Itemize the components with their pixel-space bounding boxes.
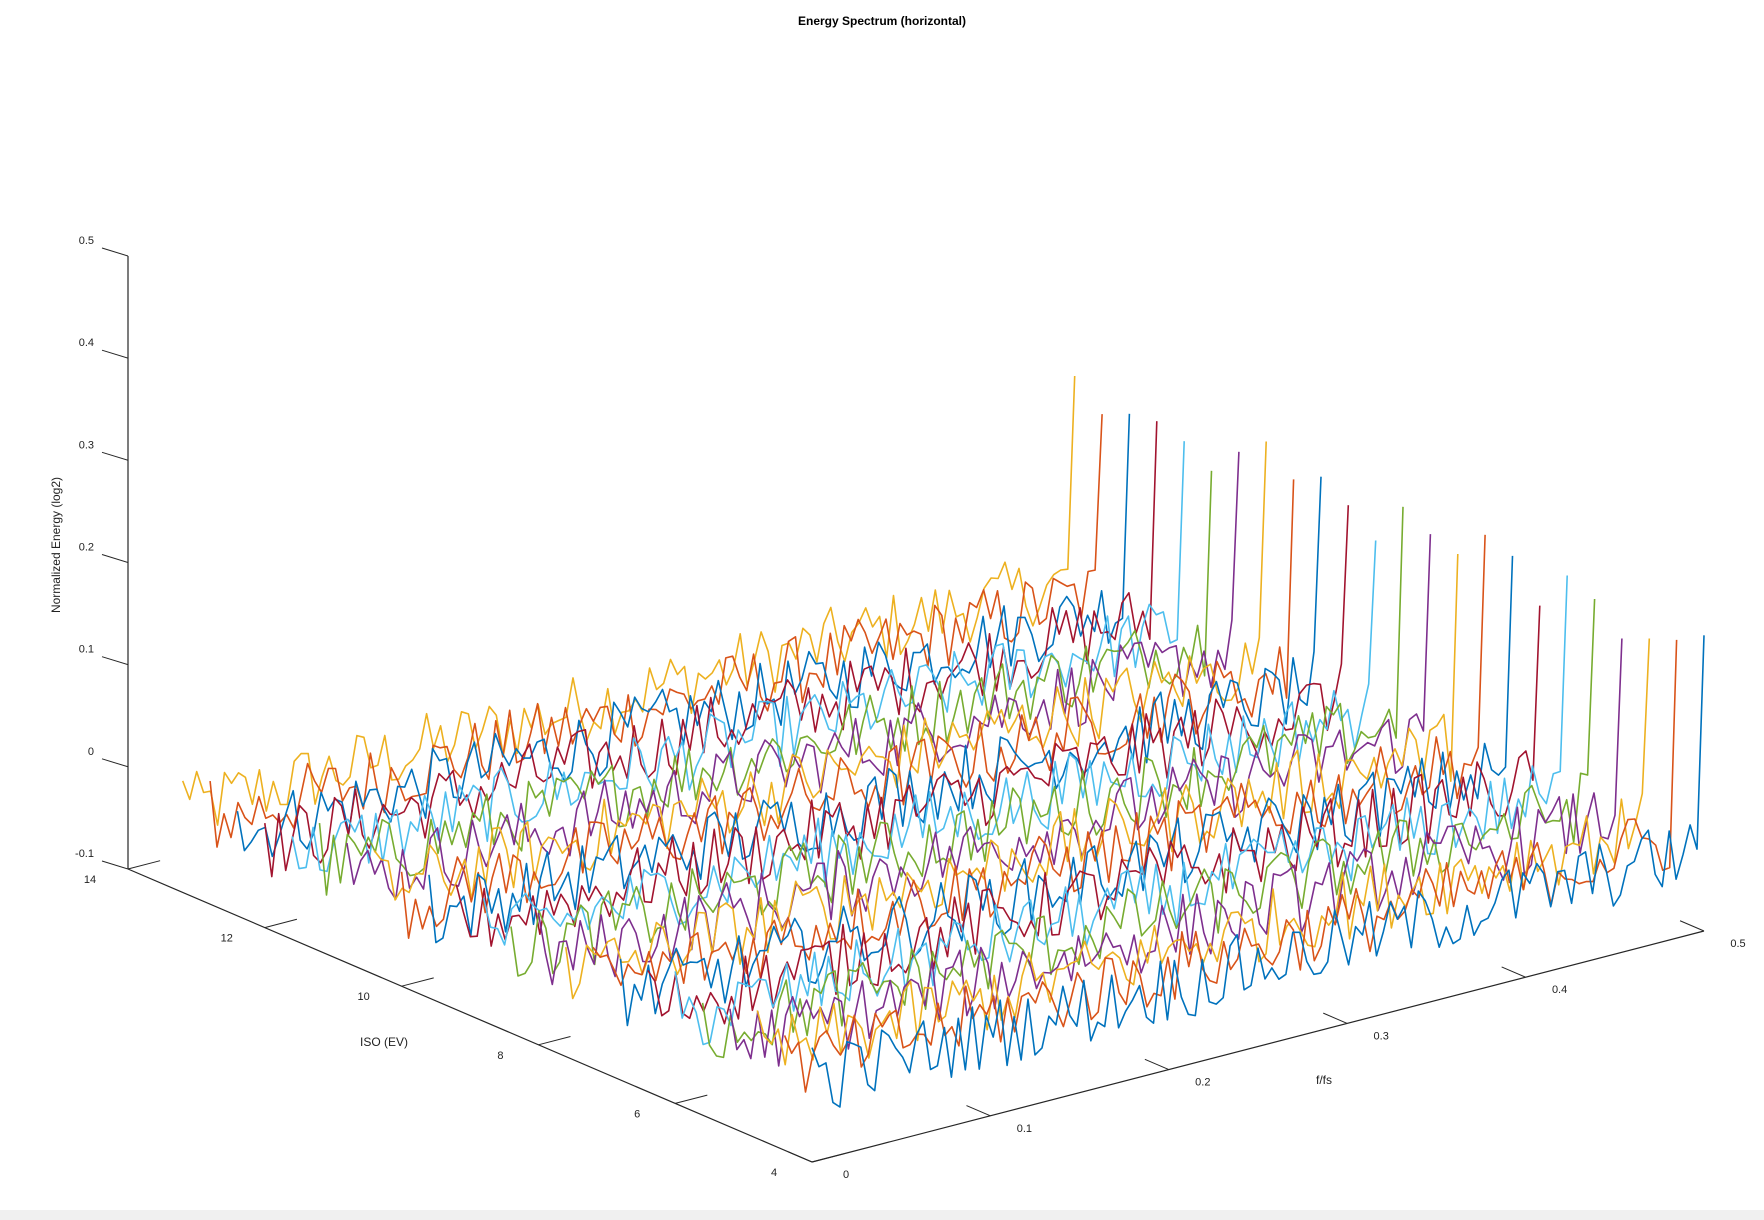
x-tick-label: 0.3: [1374, 1030, 1389, 1042]
z-tick: [101, 247, 129, 257]
y-tick: [675, 1094, 708, 1104]
x-tick-label: 0.2: [1195, 1077, 1210, 1089]
z-tick: [101, 554, 129, 563]
z-tick: [101, 758, 129, 768]
x-tick: [1501, 966, 1526, 978]
z-tick-label: 0.4: [79, 337, 94, 349]
x-tick: [787, 1151, 813, 1163]
axes: 0 0.1 0.2 0.3 0.4 0.5 4 6 8 10 12 14 -0.1 0 0.1 0.2 0.3 0…: [75, 235, 1746, 1181]
z-tick-label: 0: [88, 746, 94, 758]
z-tick: [101, 349, 129, 359]
series-group: [181, 375, 1705, 1108]
z-tick-label: 0.5: [79, 235, 94, 247]
y-tick: [811, 1153, 845, 1163]
x-axis-line: [811, 930, 1705, 1163]
z-tick: [101, 451, 129, 461]
chart-title: Energy Spectrum (horizontal): [797, 14, 967, 28]
series-line: [674, 575, 1568, 1046]
z-tick-label: 0.2: [79, 542, 94, 554]
y-tick: [538, 1035, 571, 1046]
series-line: [510, 506, 1404, 977]
series-line: [373, 441, 1267, 901]
x-tick-label: 0.1: [1017, 1123, 1032, 1135]
series-line: [264, 421, 1158, 878]
y-tick-label: 4: [771, 1167, 777, 1179]
z-tick: [101, 860, 129, 870]
x-tick-label: 0: [843, 1169, 849, 1181]
z-tick-label: 0.1: [79, 644, 94, 656]
series-line: [729, 638, 1623, 1067]
series-line: [565, 553, 1459, 1000]
x-tick: [966, 1105, 991, 1117]
y-tick-label: 14: [84, 874, 96, 886]
series-line: [783, 639, 1678, 1093]
series-line: [181, 375, 1076, 826]
series-line: [811, 635, 1705, 1108]
z-axis-label: Normalized Energy (log2): [49, 477, 63, 613]
x-tick-label: 0.4: [1552, 984, 1567, 996]
series-line: [346, 451, 1240, 901]
z-tick-label: 0.3: [79, 439, 94, 451]
series-line: [537, 534, 1432, 986]
x-tick: [1323, 1012, 1348, 1024]
z-tick: [101, 656, 129, 666]
x-tick-label: 0.5: [1730, 938, 1745, 950]
y-tick: [401, 977, 434, 987]
y-tick-label: 10: [357, 991, 369, 1003]
y-tick-label: 8: [497, 1050, 503, 1062]
series-line: [455, 505, 1350, 947]
z-tick-label: -0.1: [75, 848, 94, 860]
y-axis-line: [127, 868, 813, 1163]
series-line: [428, 476, 1322, 944]
y-tick: [127, 860, 161, 870]
series-line: [756, 638, 1651, 1066]
x-tick: [1679, 920, 1705, 932]
x-tick: [1144, 1058, 1169, 1071]
bottom-strip: [0, 1210, 1764, 1220]
y-tick-label: 6: [634, 1108, 640, 1120]
x-axis-label: f/fs: [1316, 1073, 1332, 1087]
series-line: [482, 540, 1377, 946]
y-tick: [264, 918, 298, 929]
axis-labels: Normalized Energy (log2) ISO (EV) f/fs: [49, 477, 1332, 1087]
y-axis-label: ISO (EV): [360, 1035, 408, 1049]
series-line: [619, 555, 1514, 1027]
series-line: [318, 470, 1213, 896]
y-tick-label: 12: [221, 933, 233, 945]
